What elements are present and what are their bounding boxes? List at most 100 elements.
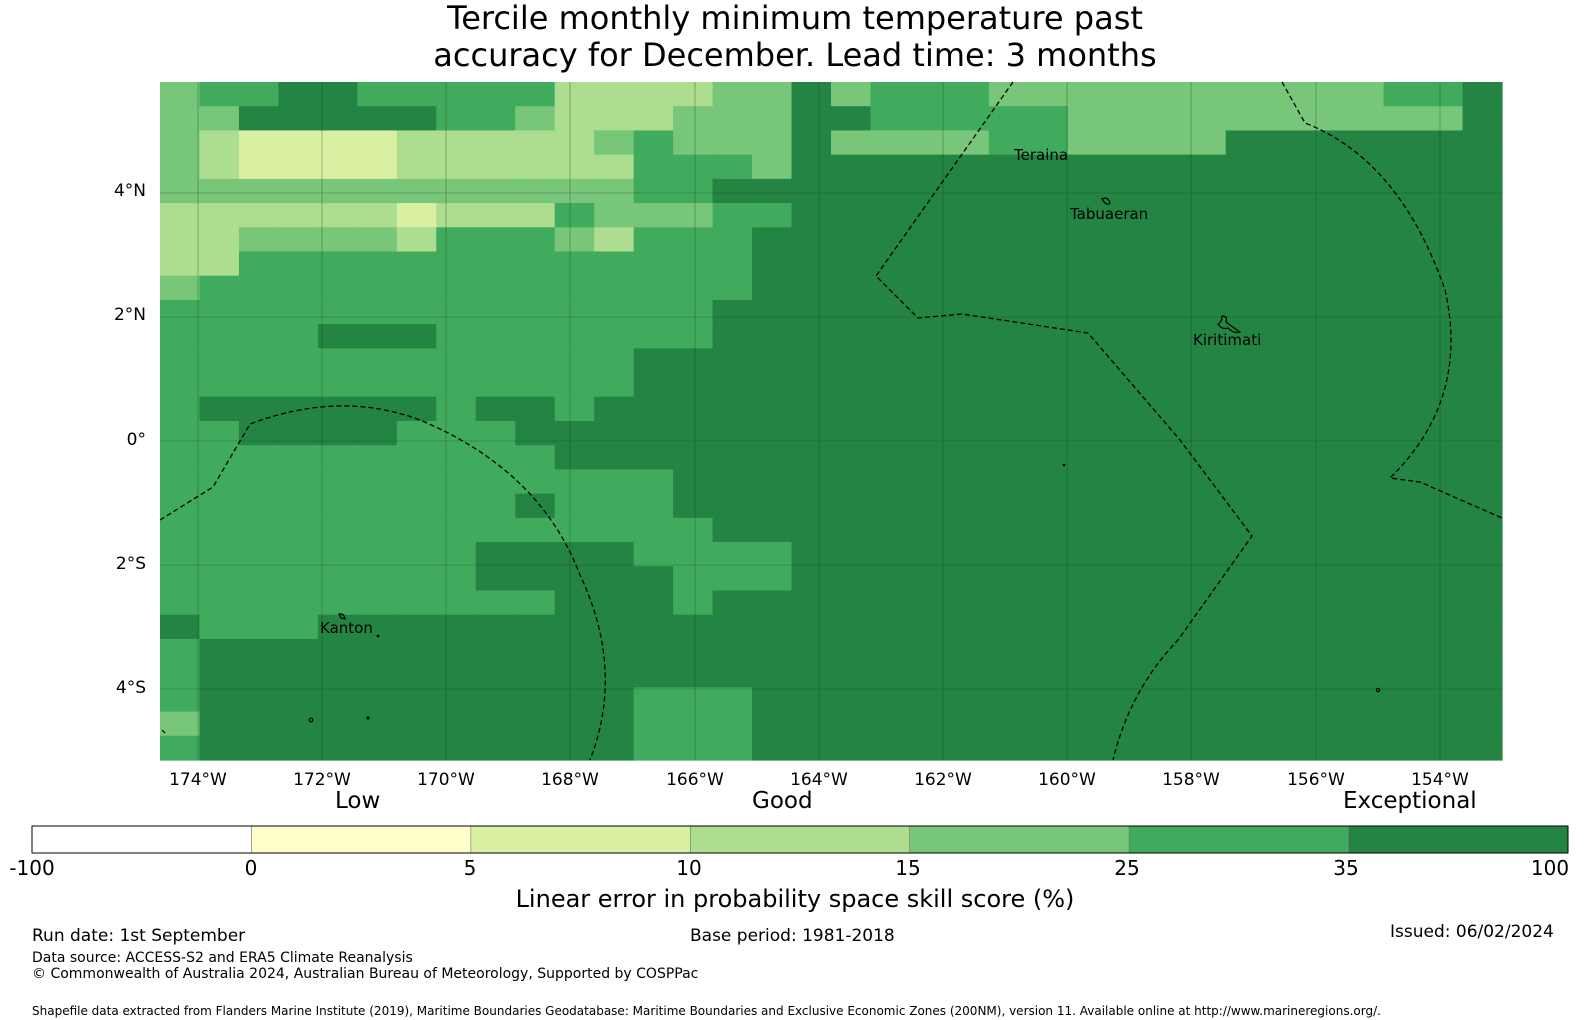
- grid-cell: [1265, 735, 1306, 761]
- grid-cell: [988, 348, 1029, 374]
- grid-cell: [594, 299, 635, 325]
- grid-cell: [1107, 227, 1148, 253]
- grid-cell: [396, 663, 437, 688]
- grid-cell: [278, 493, 319, 519]
- grid-cell: [1265, 203, 1306, 228]
- grid-cell: [633, 663, 674, 688]
- grid-cell: [515, 735, 556, 761]
- grid-cell: [1107, 106, 1148, 132]
- grid-cell: [317, 663, 358, 688]
- grid-cell: [633, 469, 674, 495]
- grid-cell: [554, 82, 595, 107]
- grid-cell: [515, 445, 556, 471]
- grid-cell: [633, 154, 674, 180]
- grid-cell: [1423, 82, 1464, 107]
- grid-cell: [1344, 638, 1385, 664]
- grid-cell: [633, 227, 674, 253]
- grid-cell: [1383, 275, 1424, 301]
- grid-cell: [317, 421, 358, 446]
- grid-cell: [317, 566, 358, 592]
- grid-cell: [436, 687, 477, 713]
- grid-cell: [357, 275, 398, 301]
- grid-cell: [396, 445, 437, 471]
- grid-cell: [238, 517, 280, 543]
- grid-cell: [633, 251, 674, 277]
- grid-cell: [1344, 542, 1385, 567]
- grid-cell: [1067, 178, 1108, 204]
- grid-cell: [160, 275, 201, 301]
- grid-cell: [1304, 638, 1345, 664]
- grid-cell: [712, 203, 753, 228]
- grid-cell: [909, 493, 951, 519]
- grid-cell: [594, 735, 635, 761]
- colorbar-tick-35: 35: [1333, 856, 1359, 880]
- grid-cell: [1146, 542, 1187, 567]
- grid-cell: [1462, 687, 1503, 713]
- grid-cell: [673, 493, 714, 519]
- grid-cell: [633, 130, 674, 156]
- grid-cell: [1383, 493, 1424, 519]
- grid-cell: [1186, 566, 1227, 592]
- grid-cell: [1225, 372, 1266, 398]
- grid-cell: [909, 663, 951, 688]
- grid-cell: [554, 324, 595, 349]
- grid-cell: [278, 711, 319, 737]
- grid-cell: [791, 324, 832, 349]
- grid-cell: [1265, 590, 1306, 616]
- grid-cell: [909, 469, 951, 495]
- grid-cell: [1067, 687, 1108, 713]
- lon-label-158w: 158°W: [1162, 770, 1220, 790]
- grid-cell: [712, 663, 753, 688]
- grid-cell: [909, 590, 951, 616]
- grid-cell: [712, 178, 753, 204]
- colorbar: [31, 825, 1569, 854]
- grid-cell: [1225, 469, 1266, 495]
- colorbar-segment: [909, 825, 1130, 854]
- grid-cell: [831, 517, 872, 543]
- grid-cell: [160, 227, 201, 253]
- grid-cell: [870, 275, 911, 301]
- grid-cell: [317, 130, 358, 156]
- grid-cell: [1186, 348, 1227, 374]
- grid-cell: [199, 299, 240, 325]
- grid-cell: [870, 372, 911, 398]
- grid-cell: [396, 469, 437, 495]
- grid-cell: [554, 517, 595, 543]
- grid-cell: [396, 493, 437, 519]
- grid-cell: [1344, 324, 1385, 349]
- grid-cell: [238, 663, 280, 688]
- grid-cell: [988, 154, 1029, 180]
- grid-cell: [199, 517, 240, 543]
- grid-cell: [949, 542, 990, 567]
- grid-cell: [554, 614, 595, 640]
- grid-cell: [1304, 251, 1345, 277]
- grid-cell: [238, 614, 280, 640]
- grid-cell: [1107, 82, 1148, 107]
- grid-cell: [909, 106, 951, 132]
- grid-cell: [831, 396, 872, 422]
- grid-cell: [1344, 735, 1385, 761]
- grid-cell: [791, 396, 832, 422]
- grid-cell: [317, 324, 358, 349]
- grid-cell: [712, 493, 753, 519]
- grid-cell: [238, 687, 280, 713]
- grid-cell: [1146, 203, 1187, 228]
- grid-cell: [673, 542, 714, 567]
- grid-cell: [752, 106, 793, 132]
- grid-cell: [160, 566, 201, 592]
- grid-cell: [1186, 227, 1227, 253]
- grid-cell: [949, 735, 990, 761]
- grid-cell: [1107, 542, 1148, 567]
- grid-cell: [633, 711, 674, 737]
- grid-cell: [1225, 517, 1266, 543]
- grid-cell: [278, 203, 319, 228]
- grid-cell: [870, 130, 911, 156]
- grid-cell: [515, 517, 556, 543]
- grid-cell: [949, 154, 990, 180]
- grid-cell: [278, 517, 319, 543]
- grid-cell: [988, 421, 1029, 446]
- grid-cell: [594, 663, 635, 688]
- grid-cell: [475, 638, 516, 664]
- grid-cell: [1028, 106, 1069, 132]
- grid-cell: [1462, 638, 1503, 664]
